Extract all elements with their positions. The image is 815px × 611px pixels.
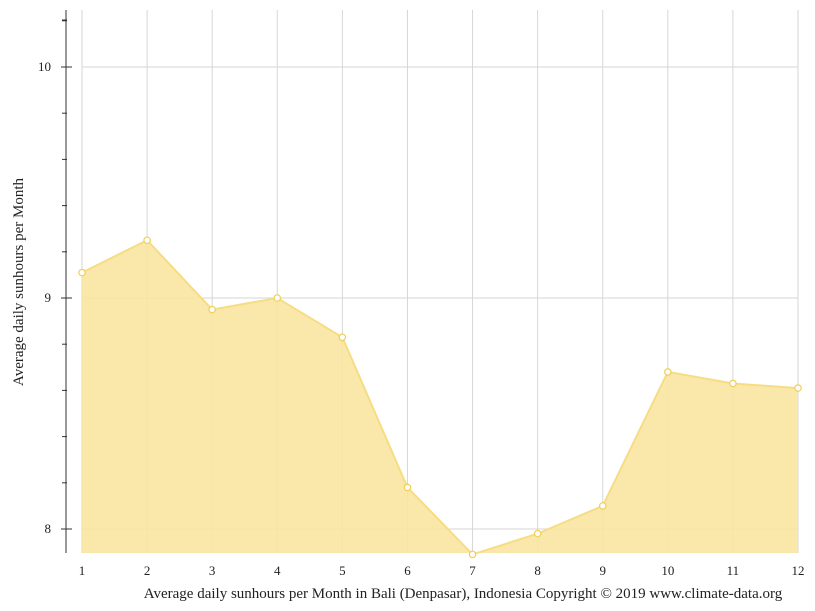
- area-series: [78, 236, 802, 559]
- x-tick-label: 1: [79, 563, 86, 578]
- y-tick-label: 8: [45, 521, 52, 536]
- x-tick-label: 11: [727, 563, 740, 578]
- x-tick-label: 10: [661, 563, 674, 578]
- y-tick-label: 10: [38, 59, 51, 74]
- x-tick-label: 4: [274, 563, 281, 578]
- x-tick-label: 2: [144, 563, 151, 578]
- x-tick-label: 6: [404, 563, 411, 578]
- data-point-12: [794, 384, 802, 392]
- data-point-2: [143, 236, 151, 245]
- x-tick-label: 5: [339, 563, 346, 578]
- x-tick-label: 8: [534, 563, 541, 578]
- data-point-5: [338, 333, 347, 342]
- x-axis-label: Average daily sunhours per Month in Bali…: [144, 586, 783, 602]
- data-point-6: [403, 483, 412, 492]
- y-axis-label: Average daily sunhours per Month: [11, 178, 27, 387]
- x-tick-label: 12: [792, 563, 805, 578]
- y-tick-label: 9: [45, 290, 52, 305]
- data-point-9: [598, 502, 607, 510]
- x-tick-label: 9: [599, 563, 606, 578]
- data-point-10: [664, 368, 672, 376]
- data-point-7: [468, 550, 477, 559]
- data-point-8: [533, 529, 542, 538]
- data-point-3: [208, 305, 216, 314]
- x-tick-label: 7: [469, 563, 476, 578]
- data-point-1: [78, 268, 86, 277]
- x-tick-label: 3: [209, 563, 216, 578]
- axes: [61, 10, 72, 553]
- data-point-11: [729, 379, 737, 388]
- data-point-4: [273, 294, 282, 302]
- area-fill: [82, 240, 798, 555]
- series-line: [81, 239, 799, 556]
